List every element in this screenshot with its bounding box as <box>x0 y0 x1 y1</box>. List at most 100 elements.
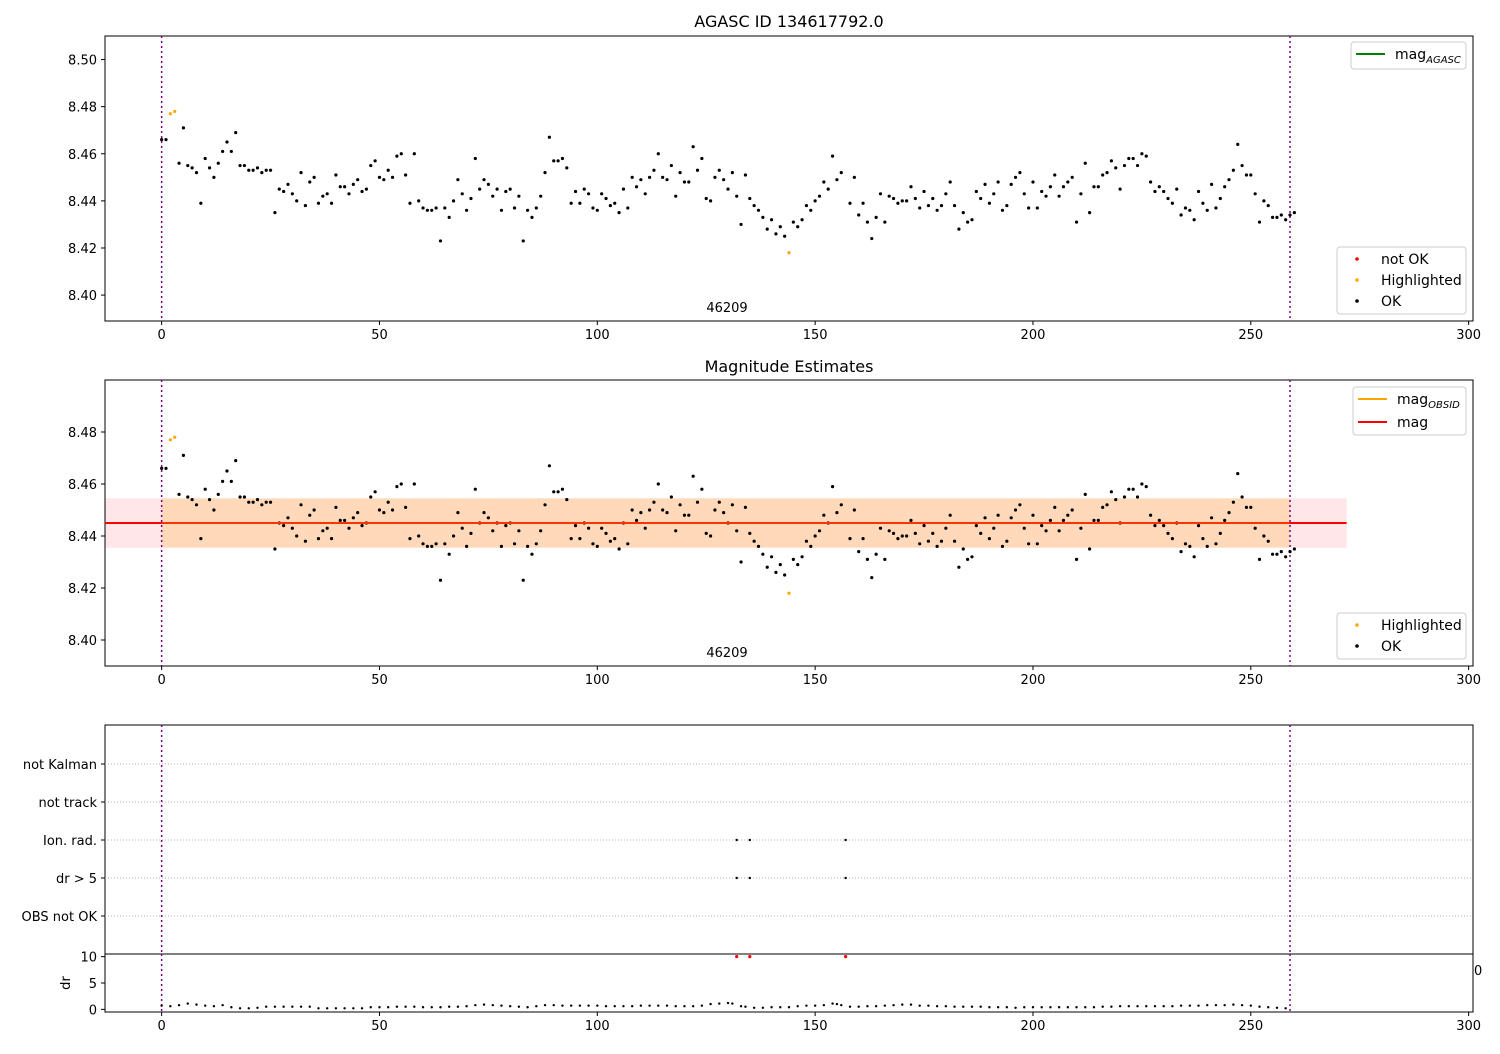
dr-point <box>744 1005 747 1008</box>
ok-point <box>412 482 416 486</box>
ok-point <box>221 479 225 483</box>
ok-point <box>430 544 434 549</box>
obsid-label: 46209 <box>706 301 747 316</box>
ok-point <box>852 175 856 179</box>
dr-point <box>779 1006 782 1009</box>
ok-point <box>308 513 312 517</box>
y-axis-label: dr <box>59 976 74 990</box>
ok-point <box>1009 182 1013 186</box>
ok-point <box>756 544 761 549</box>
flag-point <box>844 838 847 842</box>
dr-point <box>953 1005 956 1008</box>
ok-point <box>1096 185 1100 189</box>
ok-point <box>543 503 547 507</box>
ok-point <box>225 469 229 473</box>
ok-point <box>1092 185 1096 189</box>
ok-point <box>809 208 813 212</box>
dr-point <box>866 1005 869 1008</box>
chart-title: Magnitude Estimates <box>705 357 874 376</box>
ok-point <box>1205 208 1209 212</box>
ok-point <box>438 239 443 243</box>
ok-point <box>987 201 992 205</box>
ok-point <box>569 537 573 541</box>
ok-point <box>491 529 495 533</box>
ok-point <box>404 505 408 509</box>
ok-point <box>434 206 438 210</box>
dr-point <box>177 1003 181 1007</box>
ok-point <box>308 180 312 184</box>
ok-point <box>1044 194 1048 198</box>
ok-point <box>373 159 377 163</box>
ok-point <box>1209 182 1214 186</box>
ok-point <box>874 552 878 556</box>
dr-point <box>596 1004 599 1007</box>
ok-point <box>1140 482 1144 486</box>
ok-point <box>695 168 700 172</box>
ok-point <box>417 199 421 203</box>
dr-point <box>543 1003 547 1007</box>
ok-point <box>234 459 238 463</box>
clipped-tick-label: 0 <box>1474 964 1482 979</box>
legend-label: OK <box>1381 294 1402 310</box>
x-tick-label: 100 <box>585 673 610 688</box>
ok-point <box>255 166 260 170</box>
ok-point <box>1288 213 1292 217</box>
dr-point <box>447 1005 451 1008</box>
ok-point <box>377 175 382 179</box>
ok-point <box>299 171 303 175</box>
ok-point <box>386 168 390 172</box>
ok-point <box>260 503 264 507</box>
ok-point <box>796 225 800 229</box>
ok-point <box>1249 173 1253 177</box>
ok-point <box>1061 518 1066 523</box>
ok-point <box>1131 487 1135 491</box>
ok-point <box>347 192 351 196</box>
dr-point <box>325 1007 329 1010</box>
ok-point <box>268 500 273 504</box>
ok-point <box>739 222 743 227</box>
ok-point <box>530 552 534 556</box>
ok-point <box>351 182 355 186</box>
ok-point <box>582 187 586 191</box>
dr-point <box>421 1006 425 1009</box>
dr-point <box>204 1004 207 1007</box>
ok-point <box>600 192 604 196</box>
dr-point <box>630 1005 634 1008</box>
ok-point <box>1284 218 1288 222</box>
dr-point <box>169 1005 172 1008</box>
ok-point <box>791 220 795 224</box>
ok-point <box>1166 531 1170 536</box>
dr-point <box>282 1005 285 1008</box>
ok-point <box>656 152 660 156</box>
ok-point <box>896 201 900 205</box>
ok-point <box>295 534 299 538</box>
ok-point <box>817 194 822 198</box>
ok-point <box>325 192 329 196</box>
ok-point <box>216 492 220 496</box>
x-tick-label: 50 <box>371 673 388 688</box>
ok-point <box>678 503 682 507</box>
ok-point <box>390 508 395 512</box>
ok-point <box>626 206 630 210</box>
ok-point <box>961 547 965 551</box>
ok-point <box>774 570 778 575</box>
ok-point <box>756 208 761 212</box>
flag-point <box>735 838 738 842</box>
ok-point <box>482 178 486 182</box>
ok-point <box>199 201 203 205</box>
ok-point <box>656 482 660 486</box>
dr-point <box>587 1004 590 1007</box>
dr-point <box>752 1006 756 1009</box>
ok-point <box>264 168 268 172</box>
ok-point <box>783 573 787 577</box>
ok-point <box>835 178 839 182</box>
dr-point <box>386 1006 390 1009</box>
ok-point <box>1201 201 1205 205</box>
ok-point <box>983 516 987 520</box>
dr-point <box>561 1004 564 1007</box>
dr-point <box>683 1005 686 1008</box>
ok-point <box>299 503 303 507</box>
ok-point <box>1061 185 1066 189</box>
ok-point <box>1027 206 1031 210</box>
dr-point <box>1136 1005 1139 1008</box>
